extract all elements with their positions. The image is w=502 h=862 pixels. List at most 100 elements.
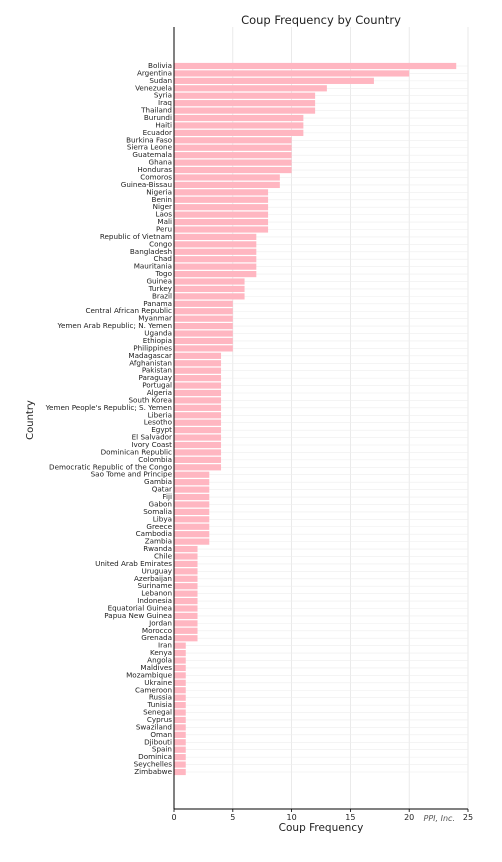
y-tick-label: Niger bbox=[153, 202, 172, 211]
y-tick-label: Suriname bbox=[138, 581, 173, 590]
bar bbox=[174, 449, 222, 456]
y-tick-label: Papua New Guinea bbox=[104, 611, 172, 620]
x-tick-label: 0 bbox=[171, 813, 176, 822]
y-tick-label: Brazil bbox=[152, 291, 172, 300]
bar bbox=[174, 211, 269, 218]
bar bbox=[174, 523, 210, 530]
bar bbox=[174, 92, 316, 99]
bar bbox=[174, 508, 210, 515]
y-tick-label: Qatar bbox=[152, 485, 172, 494]
bar bbox=[174, 330, 233, 337]
y-tick-label: Democratic Republic of the Congo bbox=[49, 462, 172, 471]
bar bbox=[174, 479, 210, 486]
y-tick-label: Philippines bbox=[133, 343, 172, 352]
bar bbox=[174, 144, 292, 151]
bar bbox=[174, 122, 304, 129]
bar bbox=[174, 501, 210, 508]
labels-layer: BoliviaArgentinaSudanVenezuelaSyriaIraqT… bbox=[45, 61, 173, 776]
y-tick-label: Rwanda bbox=[143, 544, 172, 553]
bar bbox=[174, 545, 198, 553]
y-tick-label: Madagascar bbox=[128, 351, 172, 360]
y-tick-label: Panama bbox=[143, 299, 172, 308]
bar bbox=[174, 575, 198, 582]
y-tick-label: United Arab Emirates bbox=[95, 559, 172, 568]
y-tick-label: Afghanistan bbox=[129, 358, 172, 367]
bar bbox=[174, 174, 280, 181]
bar bbox=[174, 100, 316, 107]
y-tick-label: Peru bbox=[156, 224, 172, 233]
bar bbox=[174, 189, 269, 196]
y-tick-label: Ghana bbox=[149, 158, 173, 167]
bar bbox=[174, 657, 186, 664]
bar bbox=[174, 256, 257, 263]
y-tick-label: Guinea bbox=[146, 277, 172, 286]
bar bbox=[174, 263, 257, 270]
bar bbox=[174, 687, 186, 694]
y-tick-label: Burundi bbox=[144, 113, 172, 122]
y-tick-label: Sao Tome and Principe bbox=[91, 470, 173, 479]
bar bbox=[174, 70, 410, 77]
bar bbox=[174, 642, 186, 649]
y-tick-label: Dominica bbox=[138, 752, 172, 761]
y-tick-label: Fiji bbox=[162, 492, 172, 501]
y-tick-label: Congo bbox=[149, 239, 172, 248]
y-tick-label: Greece bbox=[146, 522, 172, 531]
bar bbox=[174, 612, 198, 620]
bar bbox=[174, 679, 186, 686]
bar bbox=[174, 538, 210, 545]
y-tick-label: Mali bbox=[157, 217, 172, 226]
y-tick-label: Syria bbox=[154, 91, 172, 100]
bar bbox=[174, 345, 233, 352]
bar bbox=[174, 248, 257, 255]
y-tick-label: Angola bbox=[147, 656, 172, 665]
bar bbox=[174, 694, 186, 701]
y-tick-label: Azerbaijan bbox=[134, 574, 172, 583]
bar bbox=[174, 226, 269, 233]
bar bbox=[174, 412, 222, 419]
bar bbox=[174, 293, 245, 300]
y-tick-label: Bolivia bbox=[148, 61, 172, 70]
bar bbox=[174, 605, 198, 612]
bar bbox=[174, 397, 222, 404]
y-tick-label: Guatemala bbox=[132, 150, 172, 159]
axes-layer: 0 5 10 15 20 25 bbox=[171, 27, 473, 822]
y-tick-label: Grenada bbox=[141, 633, 172, 642]
bar bbox=[174, 560, 198, 568]
bar bbox=[174, 531, 210, 538]
bar bbox=[174, 152, 292, 159]
y-tick-label: Algeria bbox=[147, 388, 172, 397]
y-tick-label: Indonesia bbox=[137, 596, 172, 605]
bar bbox=[174, 672, 186, 679]
bar bbox=[174, 768, 186, 776]
y-tick-label: Guinea-Bissau bbox=[121, 180, 172, 189]
bar bbox=[174, 664, 186, 672]
bar bbox=[174, 761, 186, 768]
bar bbox=[174, 382, 222, 389]
y-tick-label: Yemen Arab Republic; N. Yemen bbox=[57, 321, 172, 330]
y-tick-label: Cameroon bbox=[135, 685, 172, 694]
bar bbox=[174, 375, 222, 382]
bar bbox=[174, 419, 222, 426]
bar bbox=[174, 233, 257, 241]
bar bbox=[174, 62, 457, 70]
bar bbox=[174, 285, 245, 293]
y-tick-label: Comoros bbox=[140, 172, 172, 181]
y-tick-label: Russia bbox=[149, 693, 172, 702]
y-tick-label: Thailand bbox=[140, 106, 172, 115]
y-tick-label: Sierra Leone bbox=[127, 143, 173, 152]
bar bbox=[174, 635, 198, 642]
y-tick-label: Nigeria bbox=[146, 187, 172, 196]
bar bbox=[174, 746, 186, 753]
y-tick-label: Haiti bbox=[155, 120, 172, 129]
chart-annotation: PPI, Inc. bbox=[424, 814, 455, 823]
x-tick-label: 15 bbox=[345, 813, 355, 822]
bar bbox=[174, 649, 186, 657]
y-tick-label: Chile bbox=[154, 551, 173, 560]
bar bbox=[174, 137, 292, 144]
bar bbox=[174, 590, 198, 597]
bar bbox=[174, 754, 186, 761]
y-tick-label: Togo bbox=[154, 269, 172, 278]
y-tick-label: Benin bbox=[152, 195, 172, 204]
y-tick-label: Maldives bbox=[140, 663, 172, 672]
